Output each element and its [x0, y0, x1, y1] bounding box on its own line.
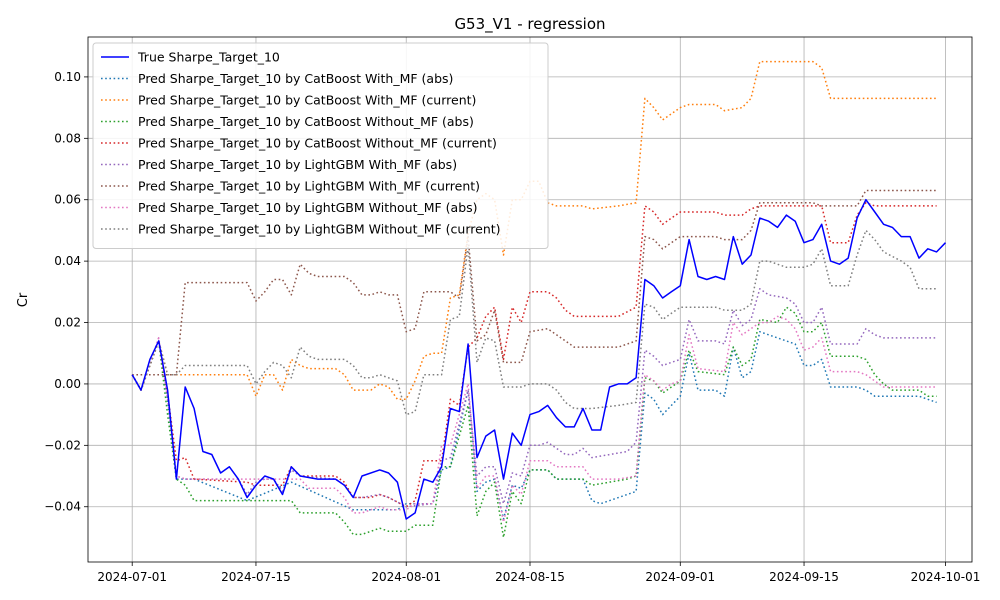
y-tick-label: 0.08: [54, 131, 81, 145]
series-layer: [131, 60, 947, 539]
x-tick-label: 2024-08-01: [371, 570, 441, 584]
series-line-3: [131, 306, 937, 539]
legend-entry-label: Pred Sharpe_Target_10 by LightGBM With_M…: [138, 157, 457, 172]
x-tick-label: 2024-07-15: [221, 570, 291, 584]
legend-box: [92, 42, 549, 249]
legend-entry-label: Pred Sharpe_Target_10 by LightGBM Withou…: [138, 222, 501, 237]
legend-entry-label: True Sharpe_Target_10: [137, 50, 280, 65]
y-tick-label: −0.04: [44, 500, 81, 514]
legend-entry-label: Pred Sharpe_Target_10 by LightGBM With_M…: [138, 179, 480, 194]
series-line-2: [131, 60, 937, 401]
legend-entry-label: Pred Sharpe_Target_10 by CatBoost With_M…: [138, 93, 476, 108]
y-tick-label: 0.00: [54, 377, 81, 391]
legend-entry-label: Pred Sharpe_Target_10 by CatBoost Withou…: [138, 114, 474, 129]
y-tick-label: −0.02: [44, 438, 81, 452]
legend-entry-label: Pred Sharpe_Target_10 by LightGBM Withou…: [138, 200, 478, 215]
series-line-6: [132, 189, 937, 376]
legend-entry-label: Pred Sharpe_Target_10 by CatBoost With_M…: [138, 71, 453, 86]
y-tick-label: 0.02: [54, 316, 81, 330]
x-tick-label: 2024-10-01: [911, 570, 981, 584]
y-tick-label: 0.10: [54, 70, 81, 84]
legend: True Sharpe_Target_10 Pred Sharpe_Target_…: [92, 42, 549, 249]
series-line-4: [131, 202, 937, 508]
x-tick-label: 2024-09-15: [769, 570, 839, 584]
legend-entry-label: Pred Sharpe_Target_10 by CatBoost Withou…: [138, 136, 497, 151]
y-axis: −0.04 −0.02 0.00 0.02 0.04 0.06 0.08 0.10: [44, 70, 88, 514]
y-tick-label: 0.04: [54, 254, 81, 268]
x-tick-label: 2024-07-01: [97, 570, 167, 584]
series-line-0: [131, 198, 947, 520]
x-tick-label: 2024-09-01: [645, 570, 715, 584]
series-line-1: [131, 330, 937, 520]
x-axis: 2024-07-01 2024-07-15 2024-08-01 2024-08-15…: [97, 562, 980, 584]
series-line-5: [131, 288, 937, 508]
x-tick-label: 2024-08-15: [495, 570, 565, 584]
chart-title: G53_V1 - regression: [454, 15, 605, 34]
y-axis-label: Cr: [16, 292, 31, 307]
series-line-7: [131, 315, 937, 523]
y-tick-label: 0.06: [54, 193, 81, 207]
